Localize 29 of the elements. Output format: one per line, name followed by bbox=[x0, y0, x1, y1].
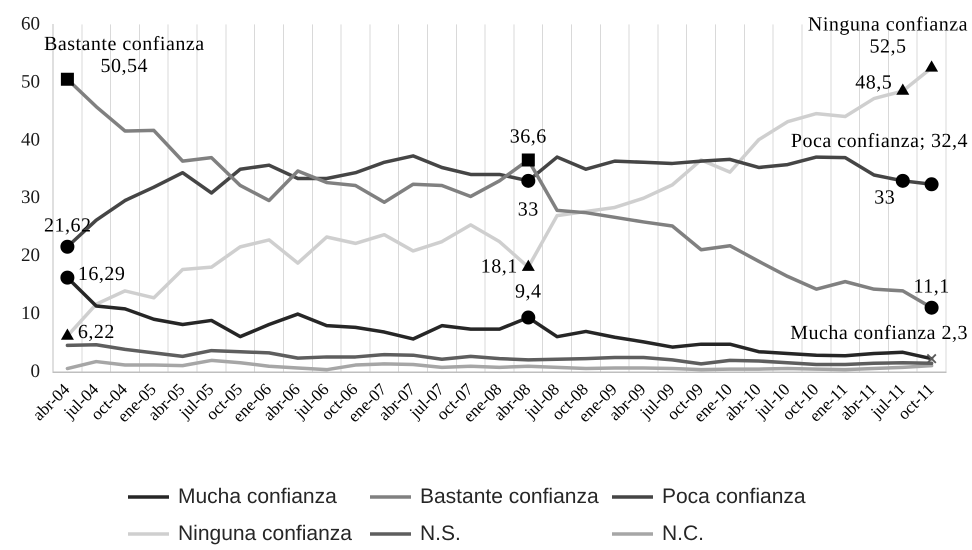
y-tick-label: 40 bbox=[21, 129, 40, 150]
legend-label: Ninguna confianza bbox=[178, 522, 352, 545]
data-label: 9,4 bbox=[515, 280, 542, 302]
data-label: Mucha confianza 2,3 bbox=[790, 322, 968, 344]
data-label: 33 bbox=[874, 186, 896, 209]
y-tick-label: 30 bbox=[21, 187, 40, 208]
annotation: Bastante confianza bbox=[44, 32, 205, 55]
data-label: 11,1 bbox=[913, 275, 950, 298]
data-label: 18,1 bbox=[480, 255, 518, 278]
legend-label: N.C. bbox=[662, 522, 704, 545]
annotation: Ninguna confianza bbox=[808, 14, 968, 36]
y-tick-label: 60 bbox=[21, 13, 40, 34]
y-tick-label: 10 bbox=[21, 303, 40, 324]
y-tick-label: 20 bbox=[21, 245, 40, 266]
data-label: 48,5 bbox=[855, 71, 892, 94]
legend-label: N.S. bbox=[420, 522, 461, 545]
data-label: 21,62 bbox=[44, 214, 92, 236]
data-label: Poca confianza; 32,4 bbox=[790, 130, 968, 152]
legend-label: Poca confianza bbox=[662, 484, 806, 508]
data-label: 16,29 bbox=[78, 262, 126, 285]
legend-label: Bastante confianza bbox=[420, 484, 599, 508]
data-label: 33 bbox=[518, 198, 539, 221]
data-label: 52,5 bbox=[869, 36, 906, 58]
y-tick-label: 0 bbox=[30, 360, 40, 382]
y-tick-label: 50 bbox=[21, 71, 40, 92]
legend-label: Mucha confianza bbox=[178, 484, 338, 508]
data-label: 36,6 bbox=[510, 126, 547, 148]
data-label: 50,54 bbox=[100, 54, 148, 77]
data-label: 6,22 bbox=[78, 321, 115, 344]
